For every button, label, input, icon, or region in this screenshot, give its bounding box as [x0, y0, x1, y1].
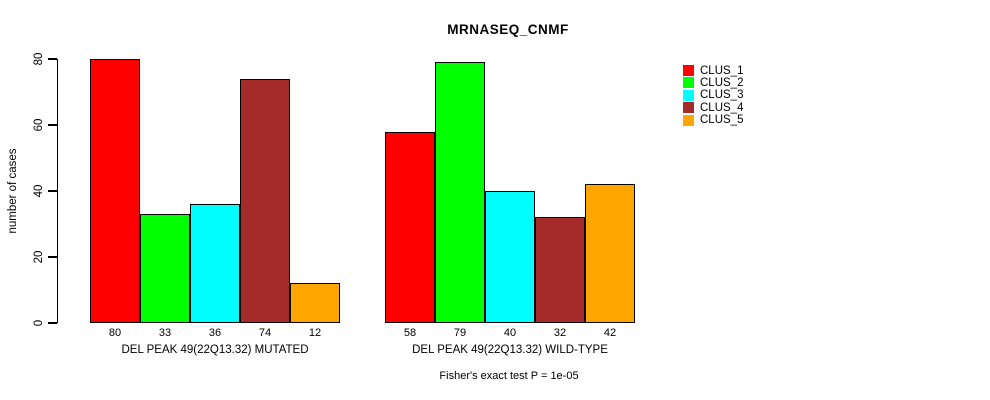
bar-clus_2-group1 [140, 214, 190, 323]
bar-clus_5-group1 [290, 283, 340, 323]
legend-label-clus_5: CLUS_5 [700, 114, 744, 127]
chart-title: MRNASEQ_CNMF [447, 22, 569, 37]
bar-clus_1-group2 [385, 131, 435, 323]
bar-value-label: 74 [258, 327, 272, 339]
y-axis-line [56, 59, 58, 323]
y-axis-tick [48, 256, 57, 258]
y-axis-tick [48, 190, 57, 192]
bar-clus_1-group1 [90, 59, 140, 323]
bar-value-label: 42 [603, 327, 617, 339]
bar-value-label: 32 [553, 327, 567, 339]
legend-swatch-clus_4 [683, 102, 694, 114]
legend-swatch-clus_1 [683, 65, 694, 76]
y-axis-label: number of cases [7, 148, 19, 234]
bar-clus_3-group1 [190, 204, 240, 323]
bar-clus_4-group2 [535, 217, 585, 323]
y-axis-tick-label: 80 [33, 52, 45, 66]
bar-clus_3-group2 [485, 191, 535, 323]
group-label-wildtype: DEL PEAK 49(22Q13.32) WILD-TYPE [412, 344, 608, 356]
legend-label-clus_2: CLUS_2 [700, 76, 744, 89]
y-axis-tick-label: 0 [33, 319, 45, 327]
y-axis-tick [48, 124, 57, 126]
group-label-mutated: DEL PEAK 49(22Q13.32) MUTATED [121, 344, 309, 356]
legend-label-clus_1: CLUS_1 [700, 64, 744, 77]
bar-clus_5-group2 [585, 184, 635, 323]
y-axis-tick [48, 322, 57, 324]
bar-value-label: 12 [308, 327, 322, 339]
y-axis-tick [48, 58, 57, 60]
bar-clus_4-group1 [240, 78, 290, 323]
bar-value-label: 79 [453, 327, 467, 339]
bar-value-label: 40 [503, 327, 517, 339]
fisher-test-annotation: Fisher's exact test P = 1e-05 [439, 370, 579, 382]
bar-clus_2-group2 [435, 62, 485, 323]
y-axis-tick-label: 20 [33, 250, 45, 264]
bar-value-label: 80 [108, 327, 122, 339]
y-axis-tick-label: 40 [33, 184, 45, 198]
legend-swatch-clus_5 [683, 114, 694, 126]
bar-value-label: 36 [208, 327, 222, 339]
legend-swatch-clus_2 [683, 77, 694, 89]
legend-label-clus_4: CLUS_4 [700, 101, 744, 114]
y-axis-tick-label: 60 [33, 118, 45, 132]
bar-value-label: 33 [158, 327, 172, 339]
bar-value-label: 58 [403, 327, 417, 339]
legend-swatch-clus_3 [683, 89, 694, 101]
legend-label-clus_3: CLUS_3 [700, 89, 744, 102]
